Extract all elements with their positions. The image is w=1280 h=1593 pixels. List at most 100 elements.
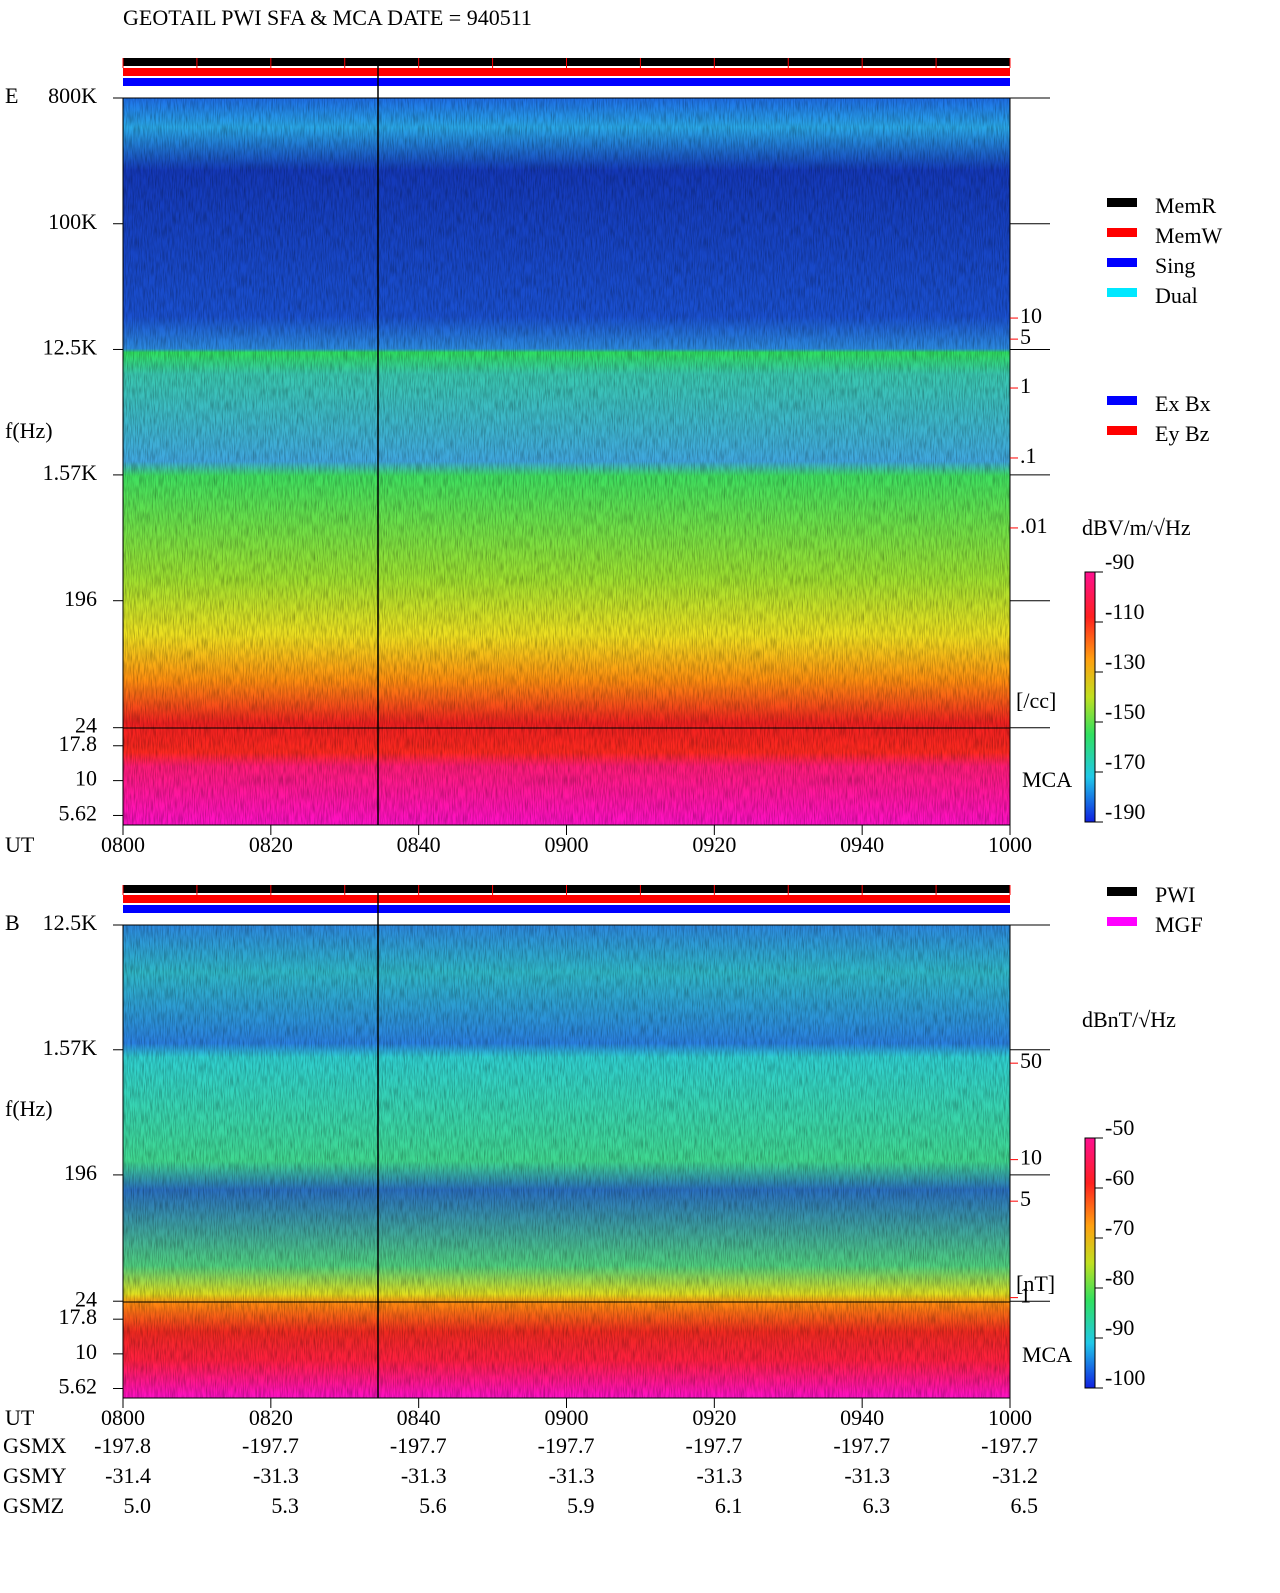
- legend-swatch: [1107, 917, 1137, 926]
- y-tick-label: 1.57K: [43, 1035, 98, 1060]
- legend-swatch: [1107, 396, 1137, 405]
- colorbar: [1084, 571, 1096, 823]
- panel-label: B: [5, 910, 20, 935]
- y-label: f(Hz): [5, 1096, 53, 1121]
- y2-label: [nT]: [1016, 1271, 1055, 1296]
- y2-tick-label: 1: [1020, 373, 1031, 398]
- legend-swatch: [1107, 258, 1137, 267]
- colorbar: [1084, 1137, 1096, 1389]
- y-tick-label: 17.8: [59, 731, 98, 756]
- legend-label: Ex Bx: [1155, 391, 1211, 416]
- orbit-label: GSMY: [3, 1463, 67, 1488]
- orbit-value: -197.7: [242, 1433, 299, 1458]
- y2-tick-label: .01: [1020, 513, 1048, 538]
- legend-label: Dual: [1155, 283, 1198, 308]
- x-tick-label: 0920: [692, 1405, 736, 1430]
- status-strip: [123, 905, 1010, 913]
- y-tick-label: 24: [75, 1286, 97, 1311]
- orbit-value: -31.3: [401, 1463, 447, 1488]
- orbit-label: GSMZ: [3, 1493, 64, 1518]
- x-tick-label: 0820: [249, 832, 293, 857]
- y-tick-label: 24: [75, 713, 97, 738]
- legend-label: MGF: [1155, 912, 1203, 937]
- orbit-value: -31.2: [992, 1463, 1038, 1488]
- orbit-value: 5.6: [419, 1493, 447, 1518]
- orbit-value: -31.4: [105, 1463, 151, 1488]
- orbit-value: -31.3: [549, 1463, 595, 1488]
- colorbar-tick-label: -170: [1105, 749, 1145, 774]
- x-tick-label: 0900: [545, 832, 589, 857]
- orbit-value: -31.3: [844, 1463, 890, 1488]
- colorbar-tick-label: -60: [1105, 1165, 1134, 1190]
- colorbar-tick-label: -110: [1105, 599, 1145, 624]
- legend-swatch: [1107, 288, 1137, 297]
- legend-swatch: [1107, 426, 1137, 435]
- status-strip: [123, 68, 1010, 76]
- colorbar-label: dBnT/√Hz: [1082, 1007, 1176, 1032]
- x-label: UT: [5, 832, 35, 857]
- y-tick-label: 196: [64, 1160, 97, 1185]
- y-tick-label: 100K: [48, 209, 97, 234]
- orbit-value: 6.3: [863, 1493, 891, 1518]
- y-tick-label: 12.5K: [43, 910, 98, 935]
- orbit-value: 5.9: [567, 1493, 595, 1518]
- spectrogram-texture: [123, 925, 1010, 1398]
- y-tick-label: 12.5K: [43, 335, 98, 360]
- orbit-value: 6.1: [715, 1493, 743, 1518]
- y-label: f(Hz): [5, 418, 53, 443]
- panel-label: E: [5, 83, 18, 108]
- x-tick-label: 0800: [101, 832, 145, 857]
- orbit-value: -31.3: [697, 1463, 743, 1488]
- x-tick-label: 0940: [840, 1405, 884, 1430]
- x-tick-label: 0840: [397, 832, 441, 857]
- y2-tick-label: .1: [1020, 443, 1037, 468]
- legend-label: Ey Bz: [1155, 421, 1210, 446]
- y-tick-label: 5.62: [59, 1374, 98, 1399]
- title: GEOTAIL PWI SFA & MCA DATE = 940511: [123, 5, 532, 30]
- orbit-value: -31.3: [253, 1463, 299, 1488]
- orbit-value: -197.7: [833, 1433, 890, 1458]
- spectrogram-texture: [123, 98, 1010, 825]
- orbit-value: -197.7: [538, 1433, 595, 1458]
- colorbar-tick-label: -50: [1105, 1115, 1134, 1140]
- y2-label: [/cc]: [1016, 688, 1056, 713]
- y2-tick-label: 1: [1020, 1283, 1031, 1308]
- y-tick-label: 5.62: [59, 801, 98, 826]
- orbit-label: GSMX: [3, 1433, 67, 1458]
- colorbar-tick-label: -90: [1105, 1315, 1134, 1340]
- x-tick-label: 1000: [988, 832, 1032, 857]
- y-tick-label: 10: [75, 1339, 97, 1364]
- legend-label: MemR: [1155, 193, 1216, 218]
- y2-tick-label: 5: [1020, 324, 1031, 349]
- x-label: UT: [5, 1405, 35, 1430]
- x-tick-label: 1000: [988, 1405, 1032, 1430]
- x-tick-label: 0820: [249, 1405, 293, 1430]
- x-tick-label: 0920: [692, 832, 736, 857]
- y2-tick-label: 50: [1020, 1048, 1042, 1073]
- legend-label: PWI: [1155, 882, 1195, 907]
- legend-swatch: [1107, 198, 1137, 207]
- y-tick-label: 800K: [48, 83, 97, 108]
- legend-label: MemW: [1155, 223, 1222, 248]
- orbit-value: 5.3: [271, 1493, 299, 1518]
- x-tick-label: 0800: [101, 1405, 145, 1430]
- colorbar-tick-label: -100: [1105, 1365, 1145, 1390]
- y-tick-label: 17.8: [59, 1304, 98, 1329]
- orbit-value: -197.7: [981, 1433, 1038, 1458]
- colorbar-tick-label: -150: [1105, 699, 1145, 724]
- status-strip: [123, 78, 1010, 86]
- colorbar-label: dBV/m/√Hz: [1082, 515, 1191, 540]
- colorbar-tick-label: -190: [1105, 799, 1145, 824]
- y-tick-label: 10: [75, 766, 97, 791]
- mca-label: MCA: [1022, 1342, 1072, 1367]
- colorbar-tick-label: -70: [1105, 1215, 1134, 1240]
- legend-label: Sing: [1155, 253, 1195, 278]
- y-tick-label: 196: [64, 586, 97, 611]
- x-tick-label: 0900: [545, 1405, 589, 1430]
- y2-tick-label: 10: [1020, 1145, 1042, 1170]
- mca-label: MCA: [1022, 767, 1072, 792]
- legend-swatch: [1107, 228, 1137, 237]
- x-tick-label: 0940: [840, 832, 884, 857]
- orbit-value: -197.8: [94, 1433, 151, 1458]
